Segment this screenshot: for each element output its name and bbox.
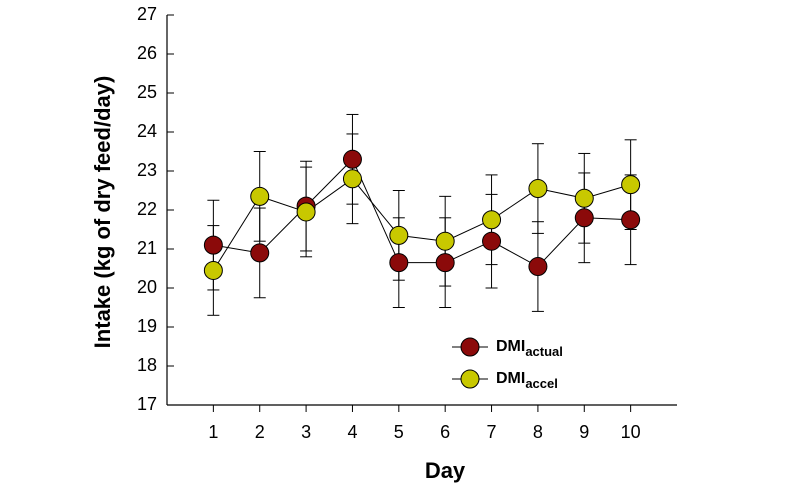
data-point [389,253,409,273]
data-point [435,231,455,251]
data-point [203,235,223,255]
data-point [574,208,594,228]
y-tick-label: 22 [137,199,157,219]
data-point [342,169,362,189]
data-point [389,225,409,245]
x-tick-label: 1 [208,422,218,442]
legend-label: DMIactual [496,338,563,359]
y-tick-label: 18 [137,355,157,375]
series-line [212,178,631,271]
x-tick-label: 7 [487,422,497,442]
x-tick-label: 9 [579,422,589,442]
y-tick-label: 24 [137,121,157,141]
data-point [435,253,455,273]
x-axis-title: Day [425,458,466,483]
legend-marker [460,337,480,357]
series [207,113,637,312]
legend-label: DMIaccel [496,370,558,391]
data-point [250,186,270,206]
data-point [482,210,502,230]
y-tick-label: 23 [137,160,157,180]
data-point [574,188,594,208]
data-point [482,231,502,251]
series [207,133,637,316]
legend-marker [460,369,480,389]
data-point [296,202,316,222]
data-point [528,179,548,199]
x-tick-label: 10 [621,422,641,442]
data-point [203,260,223,280]
y-tick-label: 26 [137,43,157,63]
data-point [250,243,270,263]
y-tick-label: 17 [137,394,157,414]
series-line [213,158,631,268]
x-tick-label: 6 [440,422,450,442]
y-tick-label: 27 [137,4,157,24]
data-point [621,210,641,230]
x-tick-label: 8 [533,422,543,442]
y-tick-label: 20 [137,277,157,297]
data-point [528,257,548,277]
x-tick-label: 2 [255,422,265,442]
data-point [342,149,362,169]
y-tick-label: 25 [137,82,157,102]
y-tick-label: 19 [137,316,157,336]
x-tick-label: 5 [394,422,404,442]
x-tick-label: 3 [301,422,311,442]
data-point [621,175,641,195]
y-axis-title: Intake (kg of dry feed/day) [90,76,115,349]
y-tick-label: 21 [137,238,157,258]
x-tick-label: 4 [347,422,357,442]
